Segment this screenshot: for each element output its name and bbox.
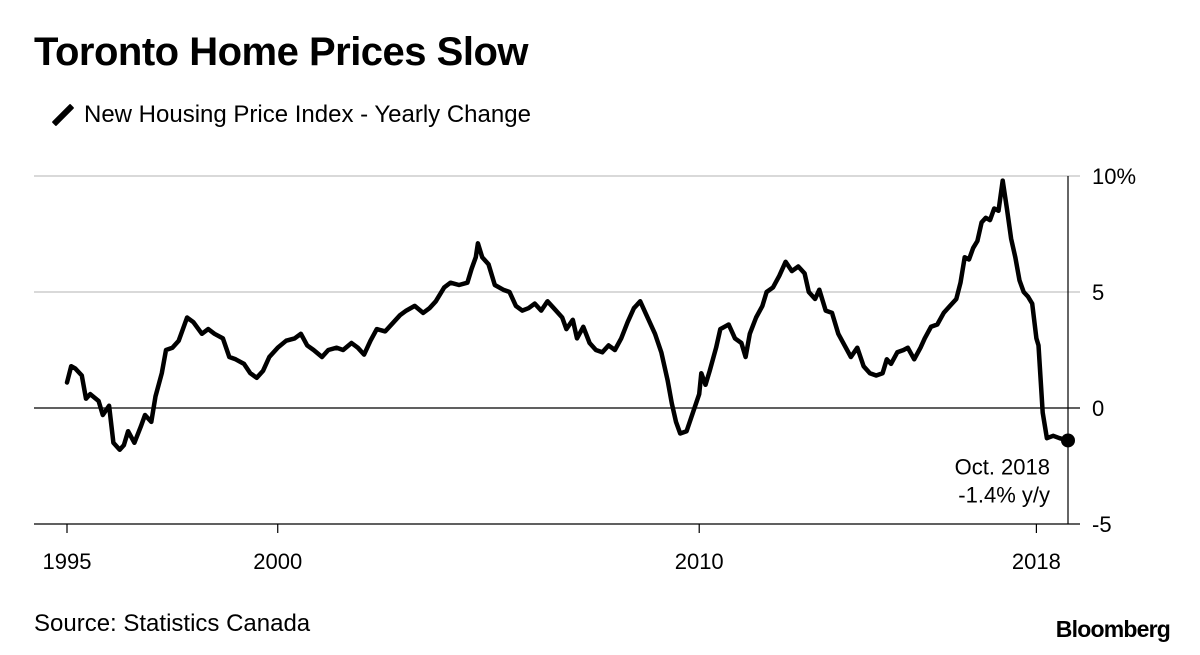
x-tick-label: 2018: [1012, 549, 1061, 574]
series-line-0: [64, 178, 1071, 453]
axes: [34, 176, 1080, 533]
legend: New Housing Price Index - Yearly Change: [50, 100, 531, 130]
annotation-label: Oct. 2018: [955, 454, 1050, 479]
chart-title: Toronto Home Prices Slow: [34, 30, 529, 74]
y-tick-label: 10%: [1092, 164, 1136, 189]
y-tick-label: 0: [1092, 396, 1104, 421]
source-note: Source: Statistics Canada: [34, 610, 311, 637]
gridlines: [34, 175, 1080, 293]
x-tick-label: 1995: [43, 549, 92, 574]
bloomberg-logo: Bloomberg: [1055, 616, 1171, 642]
legend-label: New Housing Price Index - Yearly Change: [84, 101, 531, 128]
x-tick-label: 2010: [675, 549, 724, 574]
annotation-label: -1.4% y/y: [958, 482, 1050, 507]
x-tick-label: 2000: [253, 549, 302, 574]
y-tick-label: -5: [1092, 512, 1112, 537]
last-point-marker: [1061, 433, 1075, 448]
series-layer: [64, 178, 1071, 453]
tick-labels: 10% 5 0 -5 1995 2000 2010 2018: [43, 164, 1137, 574]
y-tick-label: 5: [1092, 280, 1104, 305]
annotation: Oct. 2018 -1.4% y/y: [955, 433, 1075, 507]
